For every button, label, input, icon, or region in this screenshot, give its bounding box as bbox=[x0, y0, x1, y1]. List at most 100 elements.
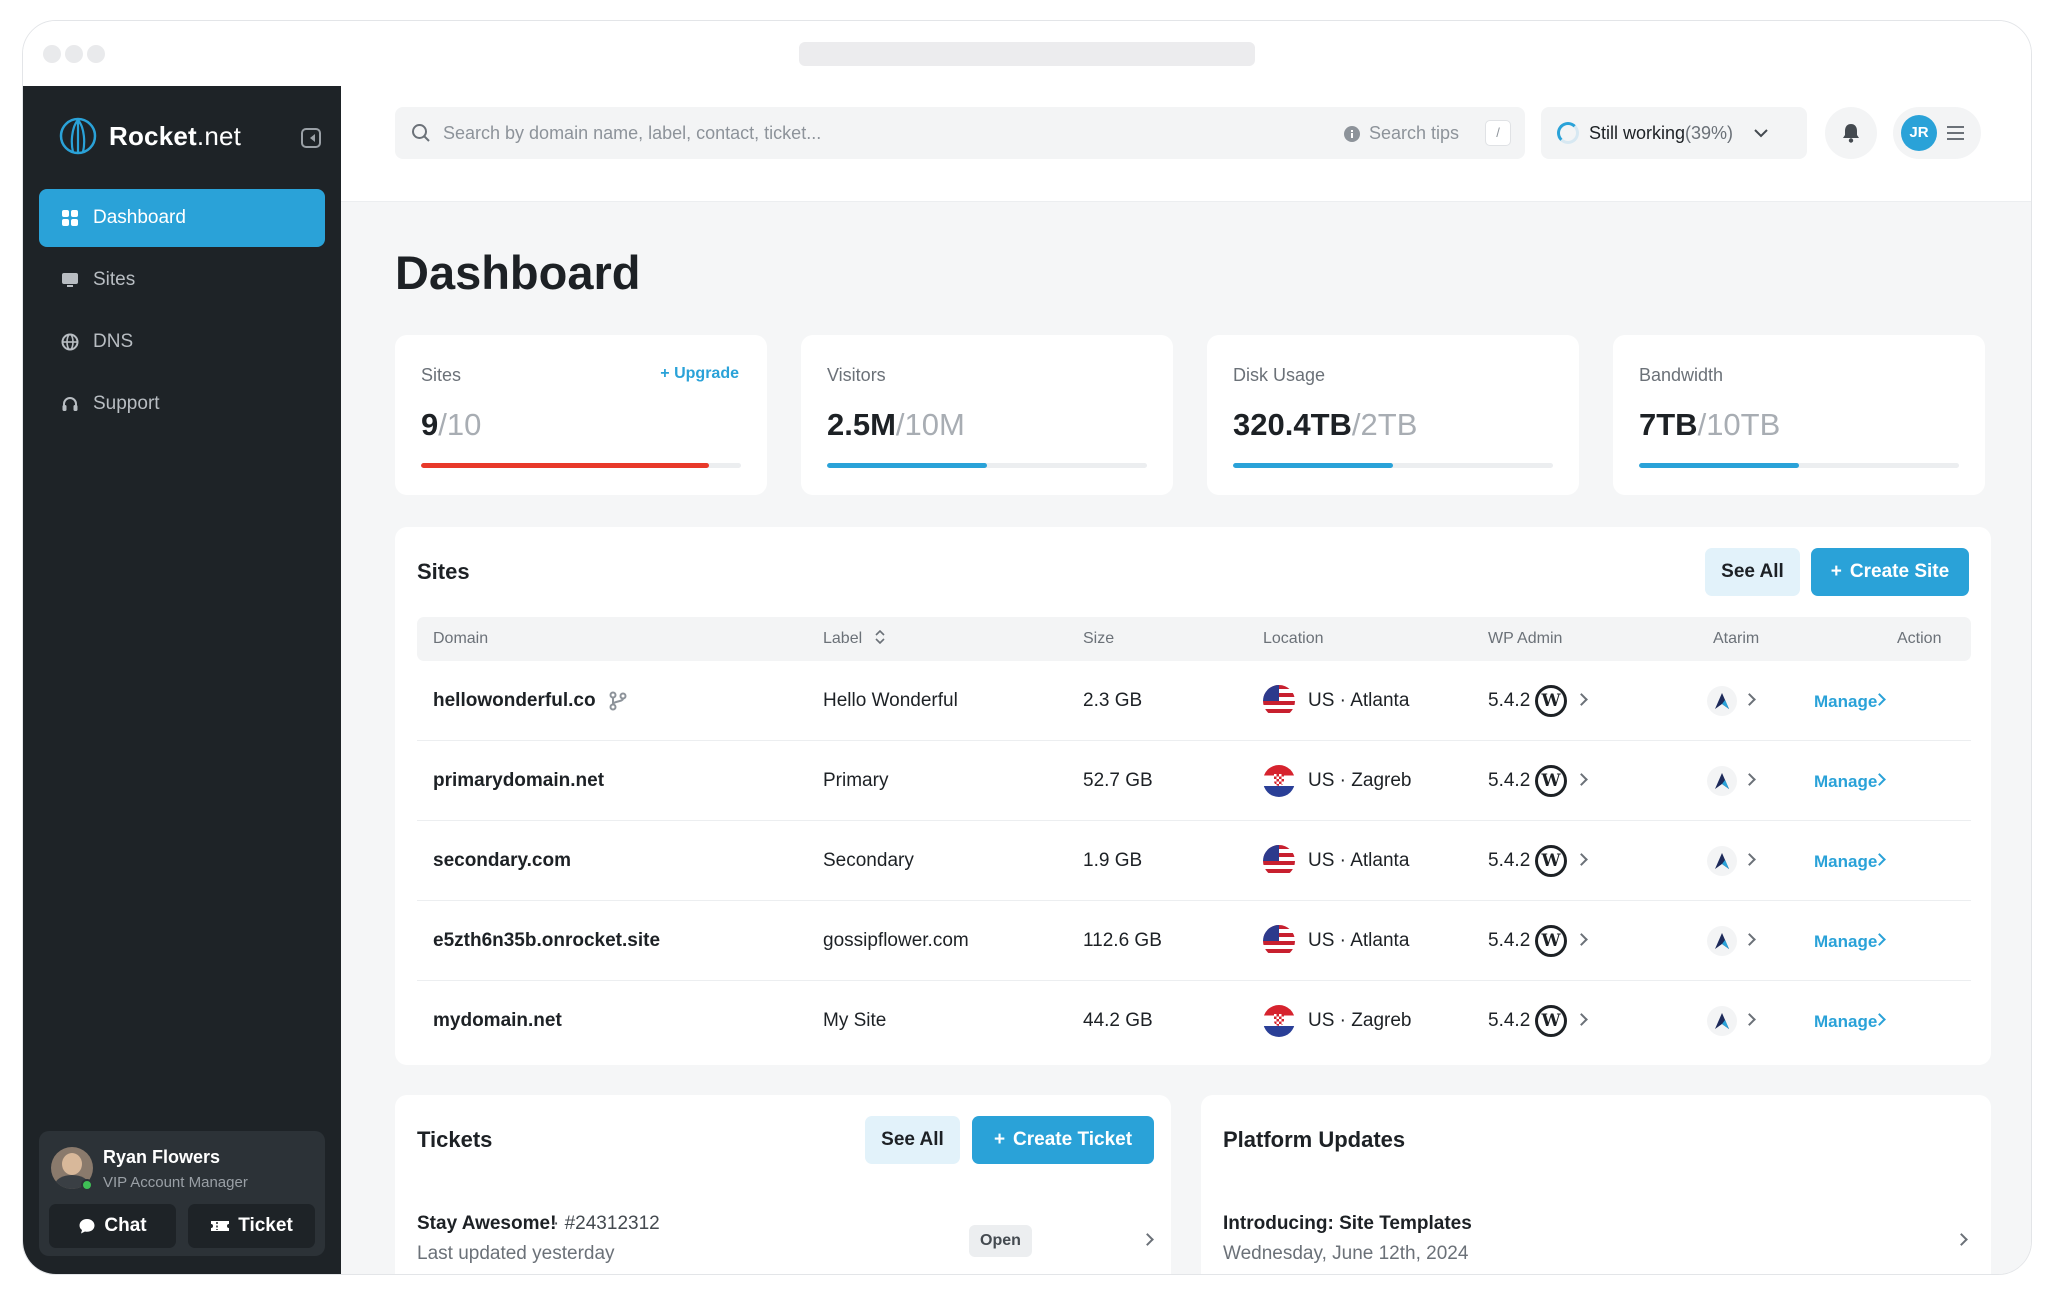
table-row[interactable]: mydomain.net My Site 44.2 GB US · Zagreb 5.4… bbox=[417, 981, 1971, 1061]
atarim-icon[interactable] bbox=[1707, 1006, 1737, 1036]
ticket-list-item[interactable]: Stay Awesome! · #24312312 Last updated y… bbox=[417, 1195, 1157, 1274]
chevron-right-icon[interactable] bbox=[1575, 933, 1588, 946]
ticket-icon bbox=[211, 1221, 230, 1231]
wordpress-icon[interactable]: W bbox=[1535, 925, 1567, 957]
browser-url-bar[interactable] bbox=[799, 42, 1255, 66]
stat-value: 7TB/10TB bbox=[1639, 407, 1781, 442]
chevron-right-icon[interactable] bbox=[1743, 853, 1756, 866]
sidebar-item-dns[interactable]: DNS bbox=[39, 313, 325, 371]
update-title: Introducing: Site Templates bbox=[1223, 1213, 1472, 1234]
atarim-icon[interactable] bbox=[1707, 846, 1737, 876]
chat-bubble-icon bbox=[79, 1219, 95, 1234]
stat-progress-fill bbox=[1233, 463, 1393, 468]
atarim-icon[interactable] bbox=[1707, 766, 1737, 796]
wp-version: 5.4.2 bbox=[1488, 930, 1531, 951]
task-status-dropdown[interactable]: Still working(39%) bbox=[1541, 107, 1807, 159]
site-location: US · Zagreb bbox=[1308, 770, 1412, 791]
see-all-sites-button[interactable]: See All bbox=[1705, 548, 1800, 596]
plus-icon: + bbox=[993, 1129, 1006, 1150]
table-row[interactable]: hellowonderful.co Hello Wonderful 2.3 GB US… bbox=[417, 661, 1971, 741]
site-domain[interactable]: mydomain.net bbox=[433, 1010, 562, 1031]
sidebar-item-sites[interactable]: Sites bbox=[39, 251, 325, 309]
avatar bbox=[51, 1147, 93, 1189]
ticket-updated: Last updated yesterday bbox=[417, 1243, 615, 1264]
ticket-button[interactable]: Ticket bbox=[188, 1204, 315, 1248]
see-all-tickets-button[interactable]: See All bbox=[865, 1116, 960, 1164]
tickets-card: Tickets See All + Create Ticket Stay Awes… bbox=[395, 1095, 1171, 1274]
stat-label: Disk Usage bbox=[1233, 365, 1326, 385]
chevron-right-icon[interactable] bbox=[1743, 1013, 1756, 1026]
manage-site-link[interactable]: Manage bbox=[1814, 772, 1878, 791]
stat-progress-bar bbox=[827, 463, 1147, 468]
notifications-button[interactable] bbox=[1825, 107, 1877, 159]
site-domain[interactable]: secondary.com bbox=[433, 850, 571, 871]
manage-site-link[interactable]: Manage bbox=[1814, 932, 1878, 951]
site-domain[interactable]: primarydomain.net bbox=[433, 770, 605, 791]
column-header-label[interactable]: Label bbox=[823, 629, 885, 648]
chevron-right-icon[interactable] bbox=[1743, 933, 1756, 946]
sidebar-nav: Dashboard Sites DNS Support bbox=[39, 189, 325, 437]
sidebar-item-label: Sites bbox=[93, 269, 136, 290]
column-header-size[interactable]: Size bbox=[1083, 630, 1115, 647]
table-row[interactable]: secondary.com Secondary 1.9 GB US · Atlanta… bbox=[417, 821, 1971, 901]
wp-version: 5.4.2 bbox=[1488, 690, 1531, 711]
column-header-location[interactable]: Location bbox=[1263, 630, 1324, 647]
sidebar-item-dashboard[interactable]: Dashboard bbox=[39, 189, 325, 247]
main-content: Dashboard Sites + Upgrade 9/10 Visitors … bbox=[341, 202, 2031, 1274]
stat-label: Visitors bbox=[827, 365, 886, 385]
create-site-button[interactable]: + Create Site bbox=[1811, 548, 1969, 596]
account-manager-name: Ryan Flowers bbox=[103, 1147, 221, 1167]
us-flag-icon bbox=[1263, 845, 1295, 877]
plus-icon: + bbox=[1830, 561, 1842, 582]
upgrade-link[interactable]: + Upgrade bbox=[660, 365, 739, 382]
table-row[interactable]: primarydomain.net Primary 52.7 GB US · Zagr… bbox=[417, 741, 1971, 821]
update-list-item[interactable]: Introducing: Site Templates Wednesday, J… bbox=[1223, 1195, 1977, 1274]
atarim-icon[interactable] bbox=[1707, 686, 1737, 716]
profile-menu-button[interactable]: JR bbox=[1893, 107, 1981, 159]
stat-value: 320.4TB/2TB bbox=[1233, 407, 1418, 442]
search-tips-link[interactable]: Search tips bbox=[1343, 123, 1459, 144]
wordpress-icon[interactable]: W bbox=[1535, 1005, 1567, 1037]
manage-site-link[interactable]: Manage bbox=[1814, 852, 1878, 871]
chat-button[interactable]: Chat bbox=[49, 1204, 176, 1248]
site-label: Secondary bbox=[823, 850, 914, 871]
sidebar-item-support[interactable]: Support bbox=[39, 375, 325, 433]
site-location: US · Atlanta bbox=[1308, 930, 1410, 951]
site-domain[interactable]: e5zth6n35b.onrocket.site bbox=[433, 930, 661, 951]
brand-logo[interactable]: Rocket.net bbox=[59, 116, 241, 156]
wordpress-icon[interactable]: W bbox=[1535, 765, 1567, 797]
window-minimize-dot[interactable] bbox=[65, 45, 83, 63]
wordpress-icon[interactable]: W bbox=[1535, 845, 1567, 877]
column-header-domain[interactable]: Domain bbox=[433, 630, 489, 647]
search-input[interactable] bbox=[443, 107, 1303, 159]
chevron-right-icon[interactable] bbox=[1575, 693, 1588, 706]
wordpress-icon[interactable]: W bbox=[1535, 685, 1567, 717]
platform-updates-card: Platform Updates Introducing: Site Templ… bbox=[1201, 1095, 1991, 1274]
atarim-icon[interactable] bbox=[1707, 926, 1737, 956]
window-close-dot[interactable] bbox=[43, 45, 61, 63]
chevron-right-icon[interactable] bbox=[1743, 773, 1756, 786]
collapse-sidebar-icon[interactable] bbox=[301, 128, 321, 148]
site-size: 112.6 GB bbox=[1083, 930, 1162, 951]
stat-label: Sites bbox=[421, 365, 462, 385]
window-maximize-dot[interactable] bbox=[87, 45, 105, 63]
chevron-right-icon[interactable] bbox=[1575, 773, 1588, 786]
stat-progress-fill bbox=[1639, 463, 1799, 468]
create-ticket-button[interactable]: + Create Ticket bbox=[972, 1116, 1154, 1164]
table-row[interactable]: e5zth6n35b.onrocket.site gossipflower.com… bbox=[417, 901, 1971, 981]
site-label: gossipflower.com bbox=[823, 930, 969, 951]
status-badge: Open bbox=[969, 1225, 1032, 1257]
site-domain[interactable]: hellowonderful.co bbox=[433, 690, 596, 711]
chevron-right-icon[interactable] bbox=[1575, 1013, 1588, 1026]
sort-icon bbox=[875, 629, 885, 645]
stat-card-bandwidth: Bandwidth 7TB/10TB bbox=[1613, 335, 1985, 495]
manage-site-link[interactable]: Manage bbox=[1814, 692, 1878, 711]
column-header-atarim: Atarim bbox=[1713, 630, 1760, 647]
chevron-right-icon[interactable] bbox=[1743, 693, 1756, 706]
site-size: 52.7 GB bbox=[1083, 770, 1153, 791]
chevron-right-icon[interactable] bbox=[1575, 853, 1588, 866]
update-date: Wednesday, June 12th, 2024 bbox=[1223, 1243, 1469, 1264]
chevron-down-icon bbox=[1754, 129, 1768, 138]
manage-site-link[interactable]: Manage bbox=[1814, 1012, 1878, 1031]
monitor-icon bbox=[62, 273, 78, 287]
